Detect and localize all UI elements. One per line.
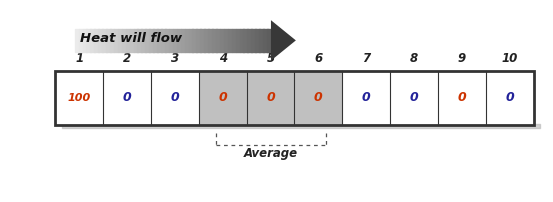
Bar: [212, 29, 217, 52]
Bar: [129, 29, 134, 52]
Bar: [118, 29, 122, 52]
Bar: [134, 29, 138, 52]
Bar: [161, 29, 165, 52]
Bar: [165, 29, 169, 52]
Text: 6: 6: [314, 52, 322, 65]
Bar: [239, 29, 244, 52]
Bar: [342, 71, 390, 125]
Text: 8: 8: [410, 52, 418, 65]
Bar: [204, 29, 208, 52]
Bar: [243, 29, 248, 52]
Bar: [199, 71, 247, 125]
Bar: [247, 29, 252, 52]
Bar: [126, 29, 130, 52]
Bar: [149, 29, 154, 52]
Text: 10: 10: [502, 52, 518, 65]
Bar: [247, 71, 294, 125]
Text: 100: 100: [67, 93, 91, 103]
Bar: [90, 29, 95, 52]
Bar: [177, 29, 181, 52]
Text: Average: Average: [243, 147, 298, 160]
Text: 2: 2: [123, 52, 131, 65]
Bar: [138, 29, 142, 52]
Bar: [189, 29, 193, 52]
Bar: [55, 71, 534, 125]
Bar: [486, 71, 534, 125]
Bar: [79, 29, 83, 52]
Bar: [259, 29, 264, 52]
Bar: [122, 29, 126, 52]
Text: Heat will flow: Heat will flow: [80, 32, 182, 45]
Text: 0: 0: [362, 92, 371, 104]
Bar: [114, 29, 118, 52]
Bar: [173, 29, 178, 52]
Bar: [263, 29, 268, 52]
Bar: [438, 71, 486, 125]
Text: 7: 7: [362, 52, 371, 65]
Bar: [228, 29, 232, 52]
Text: 0: 0: [505, 92, 514, 104]
Text: 3: 3: [171, 52, 179, 65]
Bar: [75, 29, 79, 52]
Bar: [390, 71, 438, 125]
Bar: [153, 29, 158, 52]
Bar: [145, 29, 150, 52]
Bar: [294, 71, 342, 125]
Bar: [82, 29, 87, 52]
Bar: [151, 71, 199, 125]
Bar: [220, 29, 225, 52]
Polygon shape: [271, 20, 296, 61]
Bar: [98, 29, 103, 52]
Bar: [232, 29, 236, 52]
Text: 4: 4: [218, 52, 227, 65]
Bar: [251, 29, 256, 52]
Bar: [224, 29, 228, 52]
Bar: [169, 29, 174, 52]
Bar: [94, 29, 99, 52]
Bar: [106, 29, 111, 52]
Bar: [200, 29, 205, 52]
Text: 9: 9: [458, 52, 466, 65]
Bar: [196, 29, 201, 52]
Bar: [142, 29, 146, 52]
Text: 0: 0: [218, 92, 227, 104]
Text: 0: 0: [266, 92, 275, 104]
Bar: [103, 71, 151, 125]
Text: 1: 1: [75, 52, 84, 65]
Text: 0: 0: [410, 92, 419, 104]
Bar: [255, 29, 260, 52]
Text: 0: 0: [457, 92, 466, 104]
Bar: [236, 29, 240, 52]
Bar: [208, 29, 213, 52]
Text: 0: 0: [314, 92, 323, 104]
Bar: [192, 29, 197, 52]
Bar: [157, 29, 161, 52]
Bar: [216, 29, 221, 52]
Bar: [86, 29, 91, 52]
Text: 0: 0: [170, 92, 179, 104]
Bar: [55, 71, 103, 125]
Bar: [181, 29, 185, 52]
Bar: [267, 29, 272, 52]
Bar: [102, 29, 107, 52]
Bar: [185, 29, 189, 52]
Text: 0: 0: [123, 92, 132, 104]
Bar: [110, 29, 114, 52]
Text: 5: 5: [267, 52, 275, 65]
